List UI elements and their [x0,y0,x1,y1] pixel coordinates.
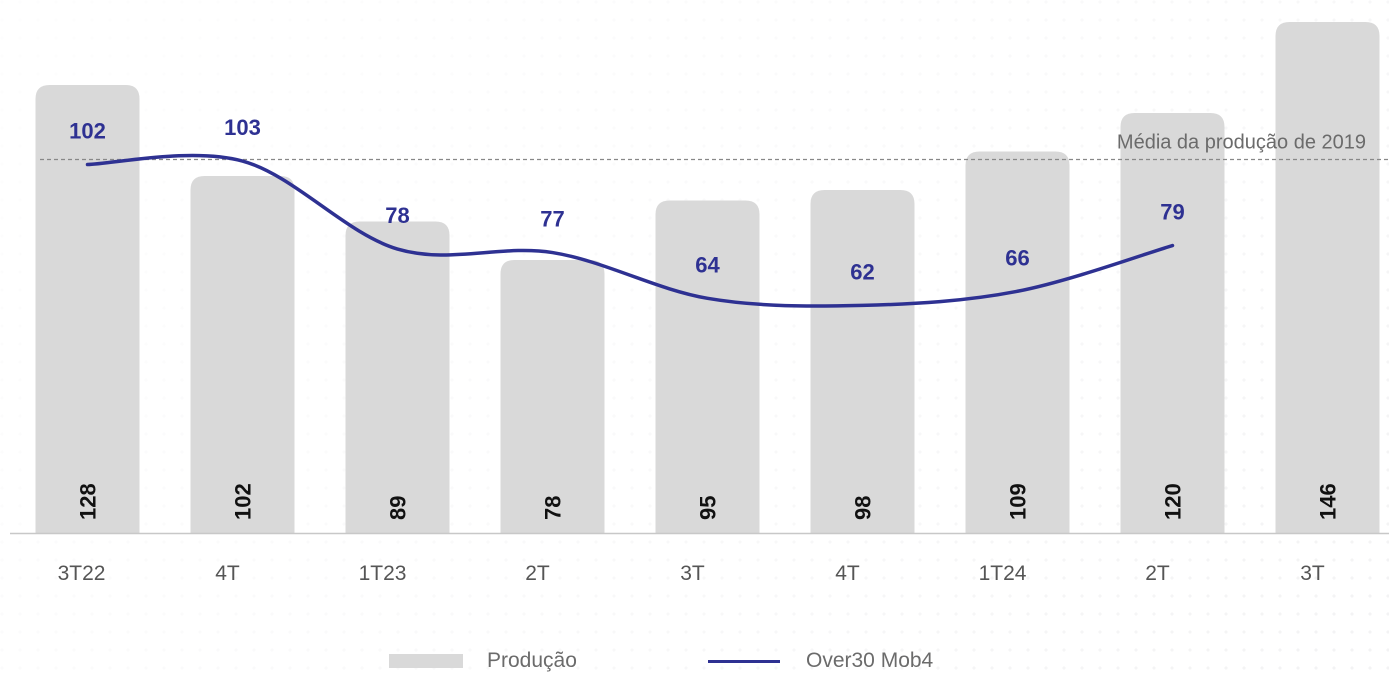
x-tick-label-4: 3T [680,562,705,585]
x-tick-label-1: 4T [215,562,240,585]
bar-value-label-5: 98 [851,496,876,520]
bar-4t-1 [190,176,295,533]
legend-line-swatch [708,659,780,663]
x-tick-label-2: 1T23 [359,562,407,585]
x-tick-label-7: 2T [1145,562,1170,585]
x-tick-label-3: 2T [525,562,550,585]
legend-item-bars: Produção [389,646,577,675]
legend-bar-swatch [389,654,463,668]
x-tick-label-6: 1T24 [979,562,1027,585]
line-data-label-0: 102 [69,119,106,144]
bar-value-label-6: 109 [1006,483,1031,520]
bar-3t-8 [1275,22,1380,533]
x-tick-label-0: 3T22 [58,562,106,585]
line-data-label-6: 66 [1005,245,1029,270]
line-data-label-4: 64 [695,252,720,277]
x-tick-label-8: 3T [1300,562,1325,585]
line-data-label-3: 77 [540,207,564,232]
reference-line-label: Média da produção de 2019 [1117,132,1366,154]
bar-value-label-0: 128 [76,483,101,520]
bar-value-label-7: 120 [1161,483,1186,520]
bar-2t-3 [500,260,605,533]
legend-item-line: Over30 Mob4 [708,646,933,675]
bar-value-label-2: 89 [386,496,411,520]
bar-value-label-8: 146 [1316,483,1341,520]
line-data-label-5: 62 [850,259,874,284]
line-data-label-7: 79 [1160,200,1184,225]
line-data-label-2: 78 [385,203,409,228]
bar-2t-7 [1120,113,1225,533]
bar-value-label-1: 102 [231,483,256,520]
series-line-over30-mob4 [85,153,1175,308]
line-data-label-1: 103 [224,115,261,140]
legend-label-line: Over30 Mob4 [806,649,934,672]
bar-value-label-3: 78 [541,496,566,520]
bar-1t24-6 [965,151,1070,533]
chart-legend: Produção Over30 Mob4 [0,646,1389,675]
bar-1t23-2 [345,221,450,533]
bar-4t-5 [810,190,915,533]
bar-3t22-0 [35,85,140,533]
bar-value-label-4: 95 [696,496,721,520]
legend-label-bars: Produção [487,649,577,672]
x-tick-label-5: 4T [835,562,860,585]
bar-3t-4 [655,200,760,533]
